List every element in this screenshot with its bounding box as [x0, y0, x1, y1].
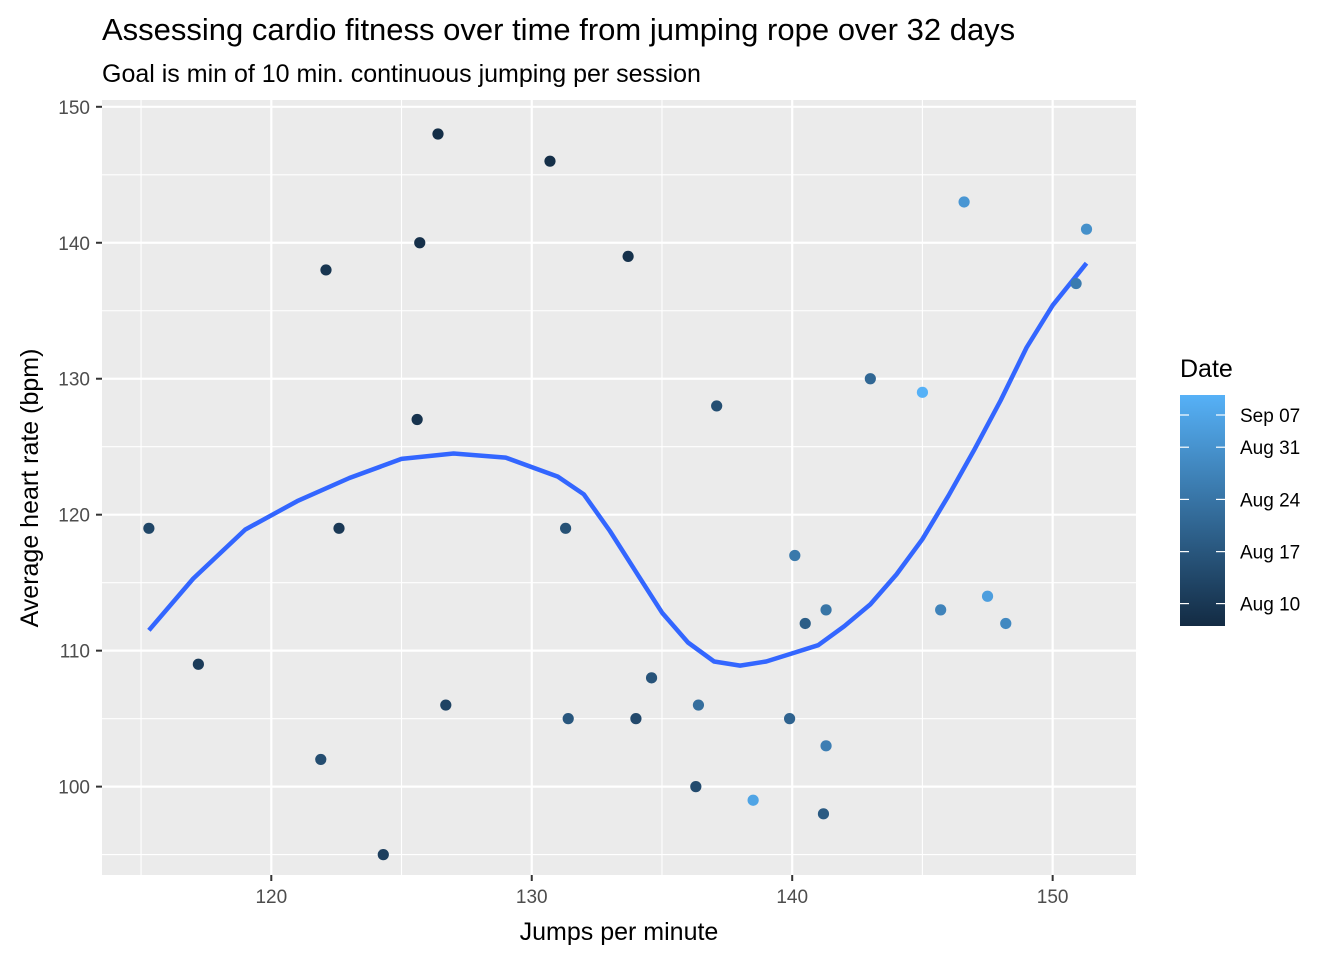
data-point	[1080, 223, 1093, 235]
legend-label: Aug 24	[1240, 490, 1301, 511]
y-tick-label: 110	[60, 642, 90, 663]
data-point	[711, 400, 723, 412]
y-tick-label: 150	[58, 98, 90, 119]
legend-label: Aug 10	[1240, 595, 1300, 616]
data-point	[817, 808, 830, 820]
y-axis-title: Average heart rate (bpm)	[16, 349, 44, 628]
data-point	[411, 413, 423, 426]
smooth-trend-line	[147, 261, 1089, 668]
legend-label: Aug 31	[1240, 438, 1300, 459]
x-tick-label: 120	[255, 887, 287, 908]
data-point	[333, 522, 345, 534]
y-tick-label: 100	[58, 778, 90, 799]
data-point	[799, 617, 811, 630]
data-point	[747, 794, 759, 806]
data-point	[690, 781, 702, 793]
data-point	[315, 753, 327, 766]
y-axis-ticks: 100 110 120 130 140 150	[58, 98, 102, 799]
chart-title: Assessing cardio fitness over time from …	[102, 12, 1015, 47]
data-point	[377, 849, 389, 861]
data-point	[864, 373, 876, 385]
y-tick-label: 140	[58, 234, 90, 255]
x-tick-label: 150	[1037, 887, 1069, 908]
data-point	[414, 237, 426, 249]
data-point	[1000, 617, 1012, 630]
data-point	[432, 128, 444, 140]
x-tick-label: 130	[516, 887, 548, 908]
x-axis-title: Jumps per minute	[520, 918, 719, 946]
y-tick-label: 120	[58, 506, 90, 527]
legend-title: Date	[1180, 355, 1233, 383]
data-point	[544, 155, 556, 167]
smooth-trend-layer	[147, 261, 1089, 668]
chart-subtitle: Goal is min of 10 min. continuous jumpin…	[102, 60, 701, 88]
data-point	[935, 604, 947, 616]
data-point	[562, 713, 574, 725]
data-point	[645, 672, 658, 684]
legend-label: Sep 07	[1240, 406, 1300, 427]
legend-ticks: Sep 07 Aug 31 Aug 24 Aug 17 Aug 10	[1180, 406, 1301, 616]
data-point	[143, 522, 155, 534]
data-point	[916, 386, 929, 398]
data-point	[958, 196, 970, 208]
legend-label: Aug 17	[1240, 543, 1300, 564]
data-point	[622, 250, 634, 262]
legend-colorbar	[1180, 395, 1225, 626]
x-axis-ticks: 120 130 140 150	[255, 875, 1069, 908]
data-point	[820, 740, 832, 752]
data-point	[789, 549, 801, 562]
x-tick-label: 140	[776, 887, 808, 908]
data-point	[1070, 277, 1082, 290]
data-point	[630, 713, 642, 725]
data-point	[560, 522, 572, 534]
data-point	[320, 264, 332, 276]
minor-gridlines	[102, 100, 1136, 875]
data-point	[783, 713, 796, 725]
data-point	[192, 658, 204, 670]
data-point	[692, 699, 705, 711]
data-point	[820, 604, 832, 616]
major-gridlines	[102, 100, 1136, 875]
data-point	[981, 590, 994, 602]
plot-panel	[102, 100, 1136, 875]
data-point	[440, 699, 452, 711]
y-tick-label: 130	[58, 370, 90, 391]
data-points-layer	[143, 128, 1093, 861]
